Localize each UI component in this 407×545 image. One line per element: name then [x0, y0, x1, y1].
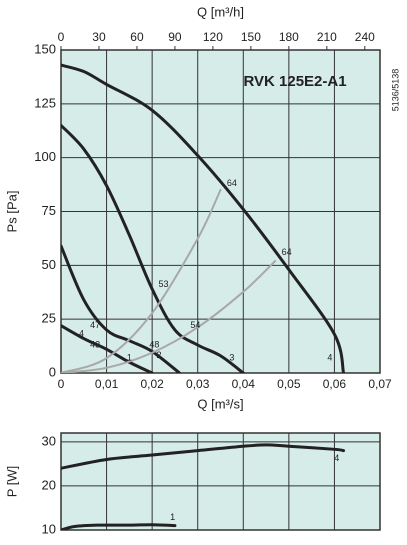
- x-axis-label: Q [m³/s]: [197, 396, 243, 411]
- y-tick-label: 25: [42, 311, 56, 326]
- curve: [61, 260, 277, 373]
- x-tick-label: 0,01: [95, 377, 119, 391]
- y-tick-label: 30: [42, 433, 56, 448]
- x2-tick-label: 30: [92, 30, 106, 44]
- curve-label: 48: [149, 339, 159, 349]
- x2-tick-label: 180: [279, 30, 299, 44]
- curve-label: 54: [190, 320, 200, 330]
- curve: [61, 443, 346, 470]
- x2-tick-label: 240: [355, 30, 375, 44]
- x2-axis-label: Q [m³/h]: [197, 4, 244, 19]
- x-tick-label: 0,04: [232, 377, 256, 391]
- curve: [61, 244, 181, 373]
- y-axis-label: P [W]: [4, 466, 19, 498]
- x2-tick-label: 210: [317, 30, 337, 44]
- x2-tick-label: 120: [203, 30, 223, 44]
- chart-title: RVK 125E2-A1: [243, 73, 346, 90]
- x-tick-label: 0,07: [368, 377, 392, 391]
- y-tick-label: 20: [42, 477, 56, 492]
- curve-label: 1: [170, 512, 175, 522]
- curve: [61, 188, 222, 373]
- curve-label: 64: [227, 178, 237, 188]
- curve-label: 2: [156, 350, 161, 360]
- y-tick-label: 100: [34, 149, 56, 164]
- curve-label: 43: [90, 339, 100, 349]
- curve-label: 53: [159, 279, 169, 289]
- x2-tick-label: 0: [58, 30, 65, 44]
- x-tick-label: 0,02: [140, 377, 164, 391]
- curve: [61, 523, 177, 530]
- x-tick-label: 0,06: [323, 377, 347, 391]
- curve: [61, 123, 245, 373]
- x2-tick-label: 150: [241, 30, 261, 44]
- plot-frame: [60, 49, 381, 374]
- curve-label: 1: [127, 352, 132, 362]
- curve-label: 64: [282, 247, 292, 257]
- y-tick-label: 150: [34, 41, 56, 56]
- curve: [61, 324, 154, 373]
- plot-frame: [60, 432, 381, 531]
- x-tick-label: 0,05: [277, 377, 301, 391]
- curve-label: 4: [79, 329, 84, 339]
- x-tick-label: 0: [58, 377, 65, 391]
- side-note: 5136/5138: [390, 69, 400, 112]
- y-tick-label: 50: [42, 257, 56, 272]
- curve-label: 4: [327, 352, 332, 362]
- x2-tick-label: 90: [168, 30, 182, 44]
- curve: [61, 63, 346, 373]
- y-tick-label: 10: [42, 521, 56, 536]
- curve-label: 3: [229, 352, 234, 362]
- y-tick-label: 0: [49, 364, 56, 379]
- y-tick-label: 75: [42, 203, 56, 218]
- curve-label: 4: [334, 453, 339, 463]
- y-tick-label: 125: [34, 95, 56, 110]
- y-axis-label: Ps [Pa]: [4, 191, 19, 233]
- x2-tick-label: 60: [130, 30, 144, 44]
- curve-label: 47: [90, 320, 100, 330]
- x-tick-label: 0,03: [186, 377, 210, 391]
